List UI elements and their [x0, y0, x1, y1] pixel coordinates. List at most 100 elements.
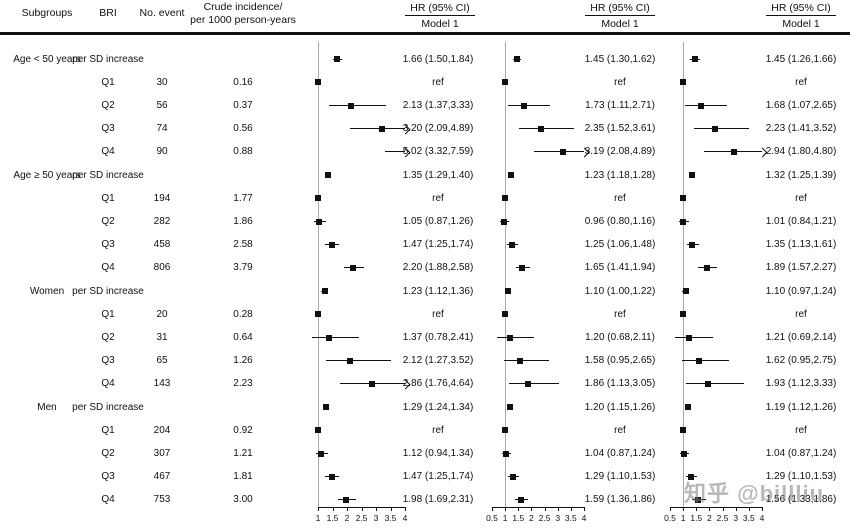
hr-marker [680, 218, 687, 225]
x-axis-tick-label: 3 [373, 513, 379, 523]
bri-label: Q4 [101, 262, 115, 274]
hr-marker [347, 102, 354, 109]
hr-label: 2.23 (1.41,3.52) [765, 123, 837, 135]
hr-marker [328, 241, 335, 248]
incidence-value: 1.26 [233, 355, 253, 367]
bri-label: Q1 [101, 192, 115, 204]
x-axis-tick-label: 4 [581, 513, 587, 523]
x-axis-tick [376, 507, 377, 511]
ref-marker [502, 311, 509, 318]
bri-label: Q3 [101, 239, 115, 251]
ci-line [325, 360, 392, 362]
events-value: 204 [153, 424, 171, 436]
ref-marker [315, 195, 321, 202]
bri-label: Q1 [101, 424, 115, 436]
panel-header-hr: HR (95% CI) [771, 2, 831, 14]
hr-label: 1.93 (1.12,3.33) [765, 378, 837, 390]
header-divider-rule [0, 32, 850, 35]
x-axis-tick [405, 507, 406, 511]
bri-label: Q1 [101, 76, 115, 88]
hr-label: ref [614, 308, 626, 320]
hr-marker [694, 496, 701, 503]
hr-marker [696, 357, 703, 364]
hr-label: 1.86 (1.13,3.05) [584, 378, 656, 390]
bri-label: Q3 [101, 123, 115, 135]
hr-label: 1.73 (1.11,2.71) [585, 99, 655, 111]
x-axis [492, 507, 584, 509]
col-header-subgroups: Subgroups [21, 7, 73, 19]
hr-label: 1.21 (0.69,2.14) [765, 331, 837, 343]
events-value: 307 [153, 447, 171, 459]
x-axis-tick-label: 3.5 [564, 513, 577, 523]
ref-marker [315, 427, 321, 434]
x-axis [670, 507, 762, 509]
events-value: 90 [156, 146, 168, 158]
bri-label: Q1 [101, 308, 115, 320]
hr-label: ref [614, 192, 626, 204]
incidence-value: 0.28 [233, 308, 253, 320]
x-axis-tick-label: 1 [315, 513, 321, 523]
x-axis-tick [735, 507, 737, 511]
hr-marker [378, 125, 385, 132]
incidence-value: 1.21 [233, 447, 253, 459]
x-axis-tick [531, 507, 533, 511]
hr-label: 2.35 (1.52,3.61) [584, 123, 656, 135]
ci-line [508, 104, 551, 107]
col-header-bri: BRI [99, 7, 117, 19]
ci-line [693, 128, 750, 130]
hr-marker [691, 56, 698, 63]
ref-marker [680, 427, 687, 434]
incidence-value: 0.16 [233, 76, 253, 88]
hr-label: 2.94 (1.80,4.80) [765, 146, 837, 158]
events-value: 467 [153, 471, 171, 483]
incidence-value: 3.00 [233, 494, 253, 506]
x-axis-tick [347, 507, 348, 511]
x-axis-tick-label: 2.5 [538, 513, 551, 523]
reference-line [318, 42, 319, 507]
events-value: 143 [153, 378, 171, 390]
bri-label: per SD increase [72, 53, 144, 65]
hr-label: 2.86 (1.76,4.64) [402, 378, 474, 390]
x-axis-tick [762, 507, 763, 511]
hr-label: 1.10 (0.97,1.24) [765, 285, 837, 297]
x-axis-tick-label: 3.5 [384, 513, 397, 523]
hr-label: 1.10 (1.00,1.22) [584, 285, 656, 297]
events-value: 20 [156, 308, 168, 320]
ref-marker [502, 195, 509, 202]
panel-header-model: Model 1 [782, 17, 820, 30]
events-value: 753 [153, 494, 171, 506]
incidence-value: 2.58 [233, 239, 253, 251]
x-axis-tick-label: 0.5 [664, 513, 676, 523]
hr-marker [501, 218, 508, 225]
hr-label: 1.62 (0.95,2.75) [765, 355, 837, 367]
hr-label: 1.29 (1.10,1.53) [584, 471, 656, 483]
hr-label: ref [614, 76, 626, 88]
hr-label: 2.13 (1.37,3.33) [402, 99, 474, 111]
x-axis-tick-label: 2.5 [355, 513, 368, 523]
x-axis-tick-label: 1 [680, 513, 686, 523]
hr-label: 1.47 (1.25,1.74) [402, 471, 474, 483]
incidence-value: 0.56 [233, 123, 253, 135]
hr-marker [323, 404, 330, 411]
hr-marker [508, 172, 515, 179]
hr-label: 1.20 (1.15,1.26) [584, 401, 656, 413]
hr-marker [688, 172, 695, 179]
x-axis-tick-label: 2 [707, 513, 712, 523]
hr-label: ref [795, 308, 807, 320]
x-axis-tick-label: 2 [529, 513, 534, 523]
hr-marker [731, 148, 738, 155]
hr-label: 0.96 (0.80,1.16) [584, 215, 656, 227]
ref-marker [680, 195, 687, 202]
bri-label: per SD increase [72, 285, 144, 297]
hr-marker [698, 102, 705, 109]
bri-label: Q3 [101, 355, 115, 367]
watermark: 知乎 @billliu [684, 481, 825, 506]
bri-label: Q2 [101, 99, 115, 111]
events-value: 56 [156, 99, 168, 111]
ci-line [311, 336, 359, 339]
x-axis-tick-label: 1.5 [512, 513, 525, 523]
hr-marker [685, 404, 692, 411]
ref-marker [315, 79, 321, 86]
x-axis-tick [390, 507, 392, 511]
